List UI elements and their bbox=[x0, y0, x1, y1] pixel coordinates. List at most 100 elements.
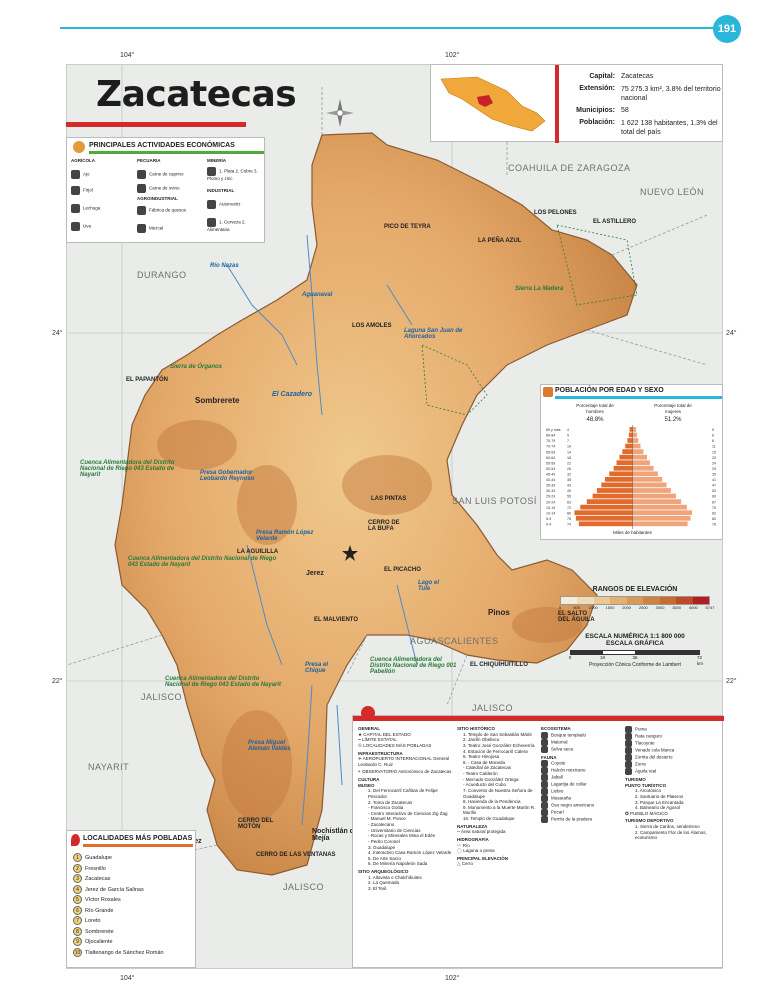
elevation-tick: 4000 bbox=[688, 605, 698, 610]
place-chiquihuitillo: EL CHIQUIHUITILLO bbox=[470, 662, 528, 668]
pyramid-women-value: 47 bbox=[712, 484, 716, 488]
pyramid-bar-men bbox=[575, 515, 633, 521]
page-number: 191 bbox=[713, 15, 741, 43]
fauna-list: Coyote Halcón mexicano Jabalí Lagartija de … bbox=[541, 760, 621, 824]
fauna-item-icon-1 bbox=[541, 767, 548, 775]
elevation-tick: 500 bbox=[573, 605, 580, 610]
economic-title: PRINCIPALES ACTIVIDADES ECONÓMICAS bbox=[89, 142, 235, 149]
pyramid-bar-men bbox=[616, 460, 633, 466]
rivers bbox=[226, 234, 418, 826]
pyramid-bar-women bbox=[632, 477, 663, 482]
elevation-title: RANGOS DE ELEVACIÓN bbox=[592, 586, 678, 593]
historico-item-6: - Catedral de Zacatecas bbox=[463, 765, 539, 771]
border-line-icon: ┅ bbox=[358, 737, 362, 743]
pyramid-age-label: 70-74 bbox=[546, 445, 555, 449]
deportivo-item-0: 1. Sierra de Cardos, senderismo bbox=[635, 824, 721, 830]
pyramid-age-label: 20-24 bbox=[546, 500, 555, 504]
place-malviento: EL MALVIENTO bbox=[314, 617, 359, 623]
fauna-item-1: Halcón mexicano bbox=[541, 767, 621, 775]
sheep-icon bbox=[137, 184, 146, 193]
legend-fauna: FAUNA bbox=[541, 754, 557, 760]
pyramid-bar-men bbox=[592, 493, 633, 499]
place-las-pintas: LAS PINTAS bbox=[371, 496, 407, 502]
pin-icon bbox=[71, 834, 80, 846]
place-salto: EL SALTO DEL ÁGUILA bbox=[558, 611, 595, 623]
pyramid-age-label: 75-79 bbox=[546, 439, 555, 443]
pyramid-age-label: 80-84 bbox=[546, 434, 555, 438]
legend-aeropuerto: AEROPUERTO INTERNACIONAL General Leobard… bbox=[358, 756, 449, 767]
extension-label: Extensión: bbox=[579, 85, 615, 92]
museo-item-label-12: 6. De Minería Napoleón Sada bbox=[368, 861, 428, 867]
historico-item-8: - Mercado González Ortega bbox=[463, 777, 539, 783]
poblacion-value: 1 622 138 habitantes, 1.3% del total del… bbox=[621, 120, 718, 137]
scale-subtitle: ESCALA GRÁFICA bbox=[606, 640, 664, 647]
punto-item-label-1: 2. Santuario de Plateros bbox=[635, 793, 684, 799]
historico-item-label-9: - Acueducto del Cubo bbox=[463, 782, 507, 788]
pyramid-age-label: 35-39 bbox=[546, 484, 555, 488]
locality-name: Jerez de García Salinas bbox=[85, 886, 144, 893]
fauna2-item-4: Zorrita del desierto bbox=[625, 754, 721, 761]
sierra-organos: Sierra de Órganos bbox=[170, 364, 223, 370]
punto-list: 1. Arcotónico 2. Santuario de Plateros 3. … bbox=[625, 788, 721, 811]
fauna2-item-6: Águila real bbox=[625, 768, 721, 775]
pyramid-women-value: 60 bbox=[712, 495, 716, 499]
legend-rio: Río bbox=[462, 842, 470, 848]
fauna2-item-2: Tlacoyote bbox=[625, 740, 721, 747]
star-icon: ★ bbox=[358, 731, 364, 737]
locality-item: 10 Tlaltenango de Sánchez Román bbox=[73, 947, 197, 959]
population-title: POBLACIÓN POR EDAD Y SEXO bbox=[555, 387, 664, 394]
water-lago-tule: Lago el Tule bbox=[418, 580, 440, 592]
grape-icon bbox=[71, 222, 80, 231]
place-nochistlan: Nochistlán de Mejía bbox=[312, 828, 358, 842]
pyramid-age-label: 45-49 bbox=[546, 473, 555, 477]
historico-item-label-0: 1. Templo de San Sebastián Mártir bbox=[463, 731, 532, 737]
fauna2-item-label-0: Puma bbox=[635, 726, 647, 732]
locality-item: 4 Jerez de García Salinas bbox=[73, 884, 197, 896]
pyramid-bar-women bbox=[632, 438, 639, 443]
mine-icon bbox=[207, 167, 216, 176]
pyramid-men-value: 5 bbox=[567, 434, 569, 438]
lat-label-24: 24° bbox=[52, 330, 63, 337]
localities-list: 1 Guadalupe 2 Fresnillo 3 Zacatecas 4 Jerez de … bbox=[73, 853, 197, 958]
arqueo-item-1: 2. La Quemada bbox=[368, 880, 453, 886]
legend-laguna: Laguna o presa bbox=[463, 848, 495, 854]
locality-number: 7 bbox=[73, 916, 82, 925]
legend-cerro: Cerro bbox=[461, 861, 473, 867]
population-panel: POBLACIÓN POR EDAD Y SEXO Porcentaje tot… bbox=[540, 384, 723, 540]
pyramid-bar-women bbox=[632, 443, 641, 449]
pyramid-bar-women bbox=[632, 460, 650, 466]
page-title: Zacatecas bbox=[96, 74, 297, 115]
economic-title-bar bbox=[89, 151, 264, 154]
museo-item-label-7: - Rocas y Minerales Mina el Edén bbox=[368, 833, 436, 839]
eco-item-automotriz: Automotriz bbox=[219, 201, 241, 207]
place-cazadero: El Cazadero bbox=[272, 391, 313, 398]
localities-panel: LOCALIDADES MÁS POBLADAS 1 Guadalupe 2 Fres… bbox=[66, 830, 196, 968]
pyramid-women-value: 53 bbox=[712, 489, 716, 493]
elevation-tick: 3000 bbox=[655, 605, 665, 610]
pyramid-axis-label: Miles de habitantes bbox=[613, 530, 652, 535]
women-pct: 51.2% bbox=[664, 417, 682, 423]
pyramid-bar-women bbox=[632, 482, 667, 488]
museo-item-0: 1. Del Ferrocarril Cañitas de Felipe Pes… bbox=[368, 788, 453, 799]
water-presa-miguel: Presa Miguel Alemán Valdés bbox=[248, 740, 291, 752]
lettuce-icon bbox=[71, 204, 80, 213]
fauna2-item-icon-4 bbox=[625, 754, 632, 761]
locality-item: 7 Loreto bbox=[73, 916, 197, 927]
scale-projection: Proyección Cónica Conforme de Lambert bbox=[589, 662, 681, 668]
elevation-tick: 2000 bbox=[622, 605, 632, 610]
fauna2-item-label-6: Águila real bbox=[635, 768, 657, 774]
punto-item-1: 2. Santuario de Plateros bbox=[635, 794, 721, 800]
locality-item: 1 Guadalupe bbox=[73, 853, 197, 864]
historico-item-11: 8. Hacienda de la Pendencia bbox=[463, 799, 539, 805]
pyramid-age-label: 5-9 bbox=[546, 517, 551, 521]
eco-item-label-0: Bosque templado bbox=[551, 732, 587, 738]
scale-tick: 36 bbox=[632, 655, 638, 660]
locality-name: Sombrerete bbox=[85, 928, 114, 935]
historico-item-label-13: 10. Templo de Guadalupe bbox=[463, 816, 515, 821]
museo-item-6: - Universitario de Ciencias bbox=[368, 828, 453, 834]
label-slp: SAN LUIS POTOSÍ bbox=[452, 496, 537, 506]
locality-item: 6 Río Grande bbox=[73, 905, 197, 917]
pyramid-bar-men bbox=[604, 477, 633, 482]
men-label: Porcentaje total de hombres bbox=[576, 403, 614, 414]
pyramid-women-value: 20 bbox=[712, 456, 716, 460]
